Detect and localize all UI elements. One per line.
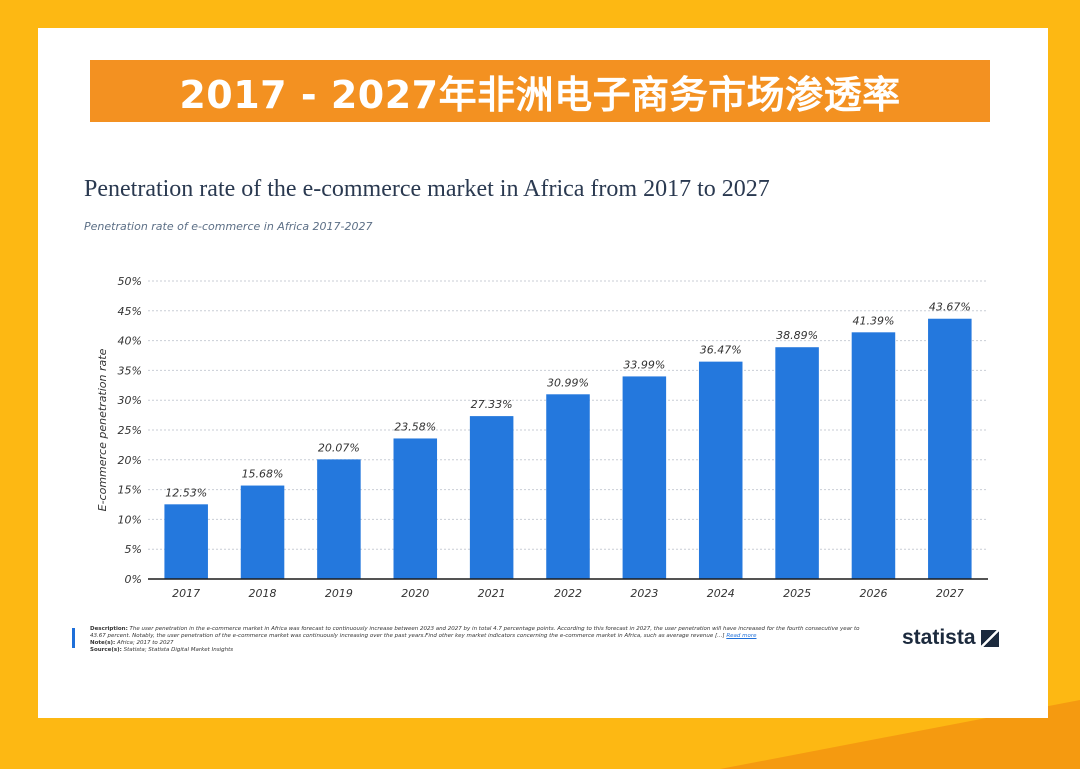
bar-2019 xyxy=(317,459,361,579)
value-label-2024: 36.47% xyxy=(700,344,742,357)
x-tick-label-2019: 2019 xyxy=(325,587,353,600)
info-marker xyxy=(72,628,75,648)
bar-2027 xyxy=(928,318,972,579)
chart-footer: Description: The user penetration in the… xyxy=(72,626,872,654)
y-axis: 0% 5% 10% 15% 20% 25% 30% 35% 40% 45% 50% xyxy=(118,275,142,586)
bar-chart: 0% 5% 10% 15% 20% 25% 30% 35% 40% 45% 50% 12.53% 15… xyxy=(96,275,988,600)
statista-brand: statista xyxy=(902,626,999,650)
chart-value-labels: 12.53% 15.68% 20.07% 23.58% 27.33% 30.99% 33.9… xyxy=(165,301,971,500)
y-tick-label: 15% xyxy=(118,484,142,497)
x-tick-label-2026: 2026 xyxy=(859,587,887,600)
y-tick-label: 45% xyxy=(118,305,142,318)
chart-bars xyxy=(164,318,972,579)
chart-subtitle: Penetration rate of e-commerce in Africa… xyxy=(84,220,373,233)
bar-2018 xyxy=(240,485,285,579)
value-label-2018: 15.68% xyxy=(242,468,284,481)
y-axis-label: E-commerce penetration rate xyxy=(96,348,109,511)
x-tick-label-2024: 2024 xyxy=(707,587,735,600)
value-label-2020: 23.58% xyxy=(394,420,436,433)
bar-2024 xyxy=(698,361,743,579)
x-tick-label-2022: 2022 xyxy=(554,587,582,600)
y-tick-label: 0% xyxy=(125,573,142,586)
value-label-2022: 30.99% xyxy=(547,376,589,389)
bar-2023 xyxy=(622,376,667,579)
x-tick-label-2023: 2023 xyxy=(630,587,658,600)
content-card: 2017 - 2027年非洲电子商务市场渗透率 Penetration rate… xyxy=(38,28,1048,718)
value-label-2017: 12.53% xyxy=(165,486,207,499)
chart-title: Penetration rate of the e-commerce marke… xyxy=(84,176,770,202)
y-tick-label: 40% xyxy=(118,335,142,348)
bar-2017 xyxy=(164,504,208,579)
x-tick-label-2017: 2017 xyxy=(172,587,200,600)
page-title: 2017 - 2027年非洲电子商务市场渗透率 xyxy=(179,72,901,117)
value-label-2019: 20.07% xyxy=(318,441,360,454)
y-tick-label: 30% xyxy=(118,394,142,407)
bar-2020 xyxy=(393,438,438,579)
y-tick-label: 50% xyxy=(118,275,142,288)
value-label-2025: 38.89% xyxy=(776,329,818,342)
y-tick-label: 10% xyxy=(118,513,142,526)
y-tick-label: 5% xyxy=(125,543,142,556)
value-label-2023: 33.99% xyxy=(623,358,665,371)
x-tick-label-2018: 2018 xyxy=(249,587,277,600)
bar-2026 xyxy=(851,332,896,579)
y-tick-label: 35% xyxy=(118,364,142,377)
y-tick-label: 20% xyxy=(118,454,142,467)
bar-2025 xyxy=(775,347,819,579)
brand-name: statista xyxy=(902,626,976,649)
chart-description: Description: The user penetration in the… xyxy=(90,626,860,653)
x-tick-label-2020: 2020 xyxy=(401,587,429,600)
x-tick-label-2025: 2025 xyxy=(783,587,811,600)
read-more-link[interactable]: Read more xyxy=(726,633,757,639)
statista-logo-icon xyxy=(980,629,999,647)
y-tick-label: 25% xyxy=(118,424,142,437)
value-label-2027: 43.67% xyxy=(929,301,971,314)
value-label-2026: 41.39% xyxy=(852,314,894,327)
page-title-banner: 2017 - 2027年非洲电子商务市场渗透率 xyxy=(90,60,990,122)
x-tick-label-2027: 2027 xyxy=(936,587,964,600)
bar-2021 xyxy=(469,416,514,579)
value-label-2021: 27.33% xyxy=(471,398,513,411)
x-tick-label-2021: 2021 xyxy=(478,587,506,600)
x-axis: 2017 2018 2019 2020 2021 2022 2023 2024 2025 2026… xyxy=(148,578,988,600)
bar-2022 xyxy=(546,394,590,579)
